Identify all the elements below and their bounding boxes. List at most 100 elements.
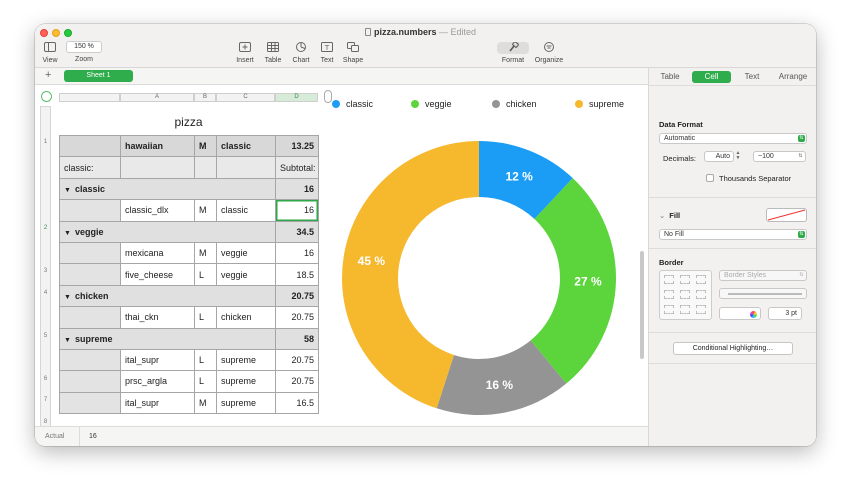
table-cell[interactable] bbox=[59, 306, 121, 329]
donut-slice-chicken[interactable] bbox=[436, 340, 567, 415]
row-header[interactable]: 8 bbox=[43, 419, 48, 425]
table-cell[interactable]: L bbox=[194, 263, 217, 286]
table-cell[interactable]: veggie bbox=[216, 263, 276, 286]
table-cell[interactable] bbox=[59, 391, 121, 415]
table-cell[interactable] bbox=[59, 263, 121, 286]
table-cell[interactable] bbox=[59, 370, 121, 393]
add-column-handle[interactable] bbox=[324, 90, 332, 103]
table-cell[interactable]: ital_supr bbox=[120, 348, 195, 372]
border-option[interactable] bbox=[664, 290, 674, 299]
table-cell[interactable]: classic bbox=[216, 134, 276, 158]
table-cell[interactable]: L bbox=[194, 306, 217, 329]
table-cell[interactable]: five_cheese bbox=[120, 263, 195, 286]
table-cell[interactable]: L bbox=[194, 348, 217, 372]
tab-table[interactable]: Table bbox=[660, 72, 680, 81]
zoom-value[interactable]: 150 % bbox=[66, 41, 102, 53]
row-header[interactable]: 6 bbox=[43, 376, 48, 382]
text-button[interactable]: T Text bbox=[316, 42, 338, 64]
legend-item-classic[interactable]: classic bbox=[332, 99, 373, 109]
decimals-field[interactable]: Auto bbox=[704, 151, 734, 162]
add-sheet-button[interactable]: + bbox=[45, 69, 52, 81]
chart-button[interactable]: Chart bbox=[289, 42, 313, 64]
border-option[interactable] bbox=[680, 305, 690, 314]
row-header[interactable]: 5 bbox=[43, 333, 48, 339]
shape-button[interactable]: Shape bbox=[341, 42, 365, 64]
table-cell[interactable]: hawaiian bbox=[120, 134, 195, 158]
category-cell[interactable]: ▼ supreme bbox=[59, 327, 276, 350]
table-cell[interactable]: 16 bbox=[275, 241, 319, 265]
column-header-blank[interactable] bbox=[59, 93, 120, 102]
category-subtotal[interactable]: 16 bbox=[275, 177, 319, 201]
table-cell[interactable]: 16.5 bbox=[275, 391, 319, 415]
table-cell[interactable]: 13.25 bbox=[275, 134, 319, 158]
border-color-well[interactable] bbox=[719, 307, 761, 320]
disclosure-triangle-icon[interactable]: ▼ bbox=[64, 293, 71, 301]
column-header-a[interactable]: A bbox=[120, 93, 194, 102]
category-subtotal[interactable]: 20.75 bbox=[275, 284, 319, 308]
table-button[interactable]: Table bbox=[261, 42, 285, 64]
legend-item-veggie[interactable]: veggie bbox=[411, 99, 452, 109]
table-cell[interactable]: M bbox=[194, 199, 217, 222]
fill-color-well[interactable] bbox=[766, 208, 807, 222]
insert-button[interactable]: Insert bbox=[233, 42, 257, 64]
table-row[interactable]: mexicana M veggie 16 bbox=[59, 241, 319, 265]
disclosure-triangle-icon[interactable]: ▼ bbox=[64, 186, 71, 194]
table-cell[interactable]: 20.75 bbox=[275, 370, 319, 393]
column-header-b[interactable]: B bbox=[194, 93, 216, 102]
table-row[interactable]: thai_ckn L chicken 20.75 bbox=[59, 306, 319, 329]
category-cell[interactable]: ▼ classic bbox=[59, 177, 276, 201]
table-cell[interactable]: M bbox=[194, 391, 217, 415]
tab-text[interactable]: Text bbox=[744, 72, 760, 81]
border-styles-select[interactable]: Border Styles ⇅ bbox=[719, 270, 807, 281]
column-header-d[interactable]: D bbox=[275, 93, 318, 102]
border-option[interactable] bbox=[696, 290, 706, 299]
category-cell[interactable]: ▼ veggie bbox=[59, 220, 276, 243]
donut-slice-veggie[interactable] bbox=[530, 178, 616, 384]
table-cell[interactable]: prsc_argla bbox=[120, 370, 195, 393]
table-cell[interactable] bbox=[59, 199, 121, 222]
table-cell[interactable]: mexicana bbox=[120, 241, 195, 265]
sheet-tab-sheet-1[interactable]: Sheet 1 bbox=[64, 70, 133, 82]
tab-arrange[interactable]: Arrange bbox=[778, 72, 808, 81]
border-option[interactable] bbox=[664, 305, 674, 314]
pizza-table[interactable]: hawaiian M classic 13.25 classic: Subtot… bbox=[59, 134, 319, 415]
category-row-classic[interactable]: ▼ classic 16 bbox=[59, 177, 319, 201]
column-header-c[interactable]: C bbox=[216, 93, 275, 102]
table-cell[interactable]: classic: bbox=[59, 156, 121, 179]
table-cell[interactable]: classic_dlx bbox=[120, 199, 195, 222]
table-cell[interactable]: supreme bbox=[216, 391, 276, 415]
conditional-highlighting-button[interactable]: Conditional Highlighting… bbox=[673, 342, 793, 355]
decimals-stepper-icon[interactable]: ▲ ▼ bbox=[735, 150, 741, 161]
table-row[interactable]: prsc_argla L supreme 20.75 bbox=[59, 370, 319, 393]
header-row[interactable]: hawaiian M classic 13.25 bbox=[59, 134, 319, 158]
donut-slice-supreme[interactable] bbox=[342, 141, 479, 409]
table-row[interactable]: ital_supr M supreme 16.5 bbox=[59, 391, 319, 415]
negative-format-select[interactable]: −100 ⇅ bbox=[753, 151, 806, 162]
border-picker[interactable] bbox=[659, 270, 712, 320]
border-option[interactable] bbox=[680, 275, 690, 284]
table-cell[interactable]: classic bbox=[216, 199, 276, 222]
category-row-veggie[interactable]: ▼ veggie 34.5 bbox=[59, 220, 319, 243]
format-button[interactable]: Format bbox=[496, 42, 530, 64]
disclosure-triangle-icon[interactable]: ▼ bbox=[64, 229, 71, 237]
table-cell[interactable] bbox=[120, 156, 195, 179]
table-title[interactable]: pizza bbox=[174, 115, 203, 129]
table-cell[interactable] bbox=[59, 134, 121, 158]
table-row[interactable]: classic_dlx M classic 16 bbox=[59, 199, 319, 222]
fill-section-toggle[interactable]: ⌄ Fill bbox=[659, 211, 680, 220]
category-row-chicken[interactable]: ▼ chicken 20.75 bbox=[59, 284, 319, 308]
category-row-supreme[interactable]: ▼ supreme 58 bbox=[59, 327, 319, 350]
table-cell[interactable] bbox=[59, 241, 121, 265]
table-cell[interactable]: ital_supr bbox=[120, 391, 195, 415]
table-cell[interactable] bbox=[194, 156, 217, 179]
border-option[interactable] bbox=[696, 305, 706, 314]
color-wheel-icon[interactable] bbox=[750, 311, 757, 318]
table-cell[interactable] bbox=[59, 348, 121, 372]
table-row[interactable]: ital_supr L supreme 20.75 bbox=[59, 348, 319, 372]
close-window-button[interactable] bbox=[40, 29, 48, 37]
table-cell[interactable]: thai_ckn bbox=[120, 306, 195, 329]
border-width-field[interactable]: 3 pt bbox=[768, 307, 802, 320]
vertical-scrollbar[interactable] bbox=[640, 251, 644, 359]
table-cell[interactable]: M bbox=[194, 241, 217, 265]
donut-chart[interactable]: 12 % 27 % 16 % 45 % bbox=[341, 140, 617, 416]
